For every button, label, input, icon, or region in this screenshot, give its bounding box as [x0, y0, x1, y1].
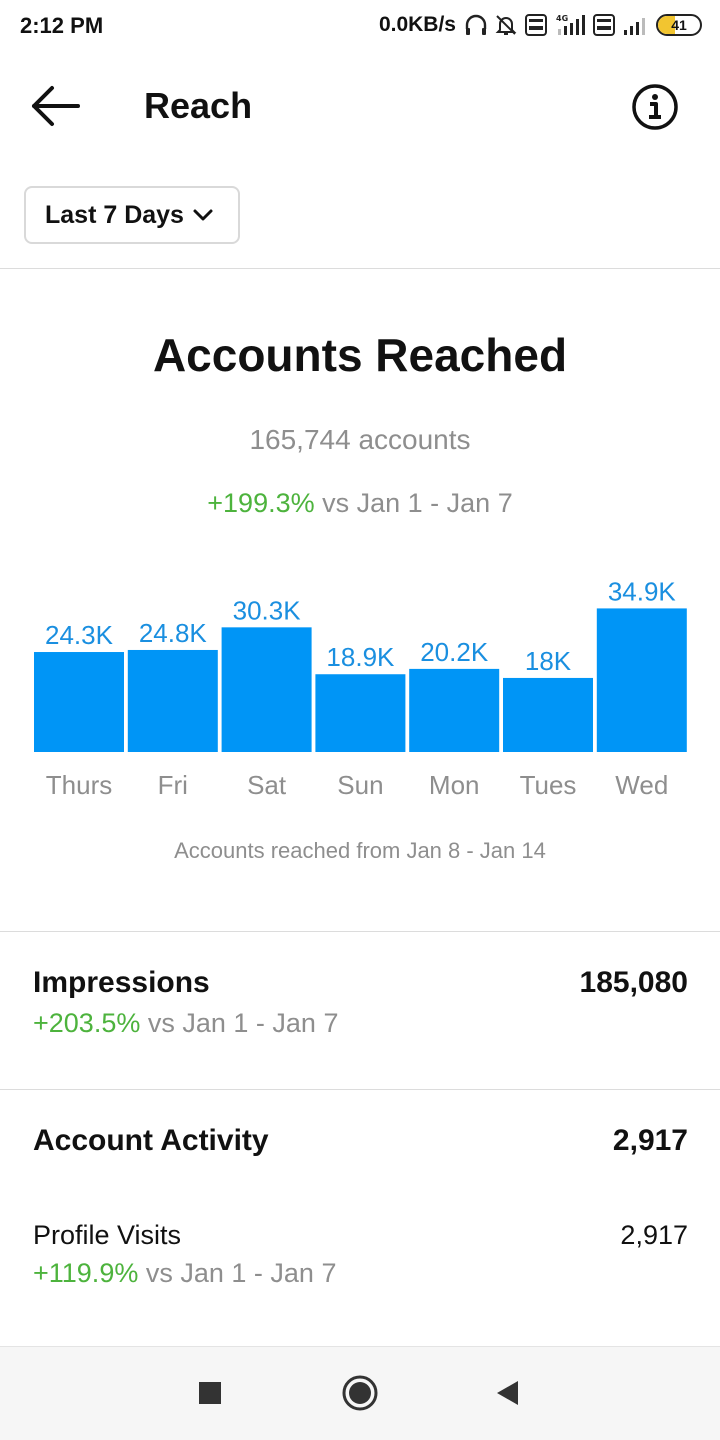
info-button[interactable] — [630, 82, 680, 132]
mute-bell-icon — [494, 12, 518, 38]
volte-icon — [592, 12, 616, 38]
signal-icon — [622, 12, 650, 38]
volte-icon — [524, 12, 548, 38]
back-button[interactable] — [30, 82, 82, 130]
profile-visits-compare-period: vs Jan 1 - Jan 7 — [145, 1258, 337, 1288]
section-title: Accounts Reached — [152, 329, 568, 381]
x-tick-label: Fri — [158, 770, 188, 800]
impressions-compare-period: vs Jan 1 - Jan 7 — [147, 1008, 339, 1038]
reach-bar-chart: 24.3K Thurs 24.8K Fri 30.3K Sat 18.9K Sun 20.2K M… — [0, 560, 720, 810]
bar-value-label: 24.3K — [45, 620, 114, 650]
reach-compare: +199.3% vs Jan 1 - Jan 7 — [0, 488, 720, 519]
x-tick-label: Sat — [247, 770, 287, 800]
reach-change: +199.3% — [207, 488, 315, 518]
impressions-compare: +203.5% vs Jan 1 - Jan 7 — [33, 1008, 338, 1039]
bar-sun — [315, 674, 406, 752]
bar-sat — [221, 627, 312, 752]
square-recents-icon — [199, 1382, 221, 1404]
back-arrow-icon — [32, 86, 80, 126]
info-icon — [632, 84, 678, 130]
bar-value-label: 30.3K — [233, 595, 302, 625]
bar-value-label: 24.8K — [139, 618, 208, 648]
bar-fri — [127, 649, 218, 752]
bar-wed — [596, 608, 687, 752]
status-icons: 0.0KB/s 4G 41 — [379, 10, 702, 40]
bar-value-label: 34.9K — [608, 576, 677, 606]
header: Reach — [0, 60, 720, 150]
impressions-title: Impressions — [33, 966, 210, 999]
date-range-label: Last 7 Days — [45, 200, 184, 229]
recents-button[interactable] — [190, 1373, 230, 1413]
bar-tues — [503, 677, 593, 752]
bar-value-label: 18.9K — [326, 642, 395, 672]
x-tick-label: Mon — [429, 770, 480, 800]
battery-fill — [658, 16, 676, 34]
impressions-value: 185,080 — [579, 966, 688, 999]
bar-chart-svg: 24.3K Thurs 24.8K Fri 30.3K Sat 18.9K Sun 20.2K M… — [34, 576, 687, 800]
accounts-count: 165,744 accounts — [249, 424, 471, 455]
nav-back-button[interactable] — [487, 1373, 527, 1413]
account-activity-value: 2,917 — [612, 1124, 688, 1157]
impressions-change: +203.5% — [33, 1008, 141, 1038]
x-tick-label: Tues — [520, 770, 577, 800]
account-activity-title: Account Activity — [33, 1124, 269, 1157]
bar-mon — [409, 668, 500, 752]
divider — [0, 268, 720, 269]
x-tick-label: Thurs — [46, 770, 112, 800]
system-nav-bar — [0, 1346, 720, 1440]
bar-value-label: 18K — [525, 646, 572, 676]
network-speed: 0.0KB/s — [378, 13, 456, 36]
headphones-icon — [464, 12, 488, 38]
battery-level: 41 — [671, 17, 687, 33]
reach-compare-period: vs Jan 1 - Jan 7 — [322, 488, 513, 518]
signal-4g-icon: 4G — [554, 12, 586, 38]
x-tick-label: Wed — [615, 770, 668, 800]
triangle-back-icon — [497, 1381, 518, 1405]
status-bar: 2:12 PM 0.0KB/s 4G 41 — [0, 0, 720, 50]
home-button[interactable] — [340, 1373, 380, 1413]
divider — [0, 931, 720, 932]
date-range-dropdown[interactable]: Last 7 Days — [24, 186, 240, 244]
svg-text:4G: 4G — [556, 14, 568, 23]
profile-visits-compare: +119.9% vs Jan 1 - Jan 7 — [33, 1258, 336, 1289]
chart-caption: Accounts reached from Jan 8 - Jan 14 — [174, 838, 546, 863]
circle-home-icon — [342, 1375, 378, 1411]
x-tick-label: Sun — [337, 770, 383, 800]
chevron-down-icon — [193, 209, 213, 221]
status-time: 2:12 PM — [20, 13, 104, 38]
divider — [0, 1089, 720, 1090]
profile-visits-change: +119.9% — [33, 1258, 139, 1288]
bar-value-label: 20.2K — [420, 637, 489, 667]
profile-visits-value: 2,917 — [620, 1220, 688, 1250]
battery-icon: 41 — [656, 14, 702, 36]
profile-visits-label: Profile Visits — [33, 1220, 182, 1250]
page-title: Reach — [144, 85, 253, 126]
bar-thurs — [34, 652, 124, 752]
